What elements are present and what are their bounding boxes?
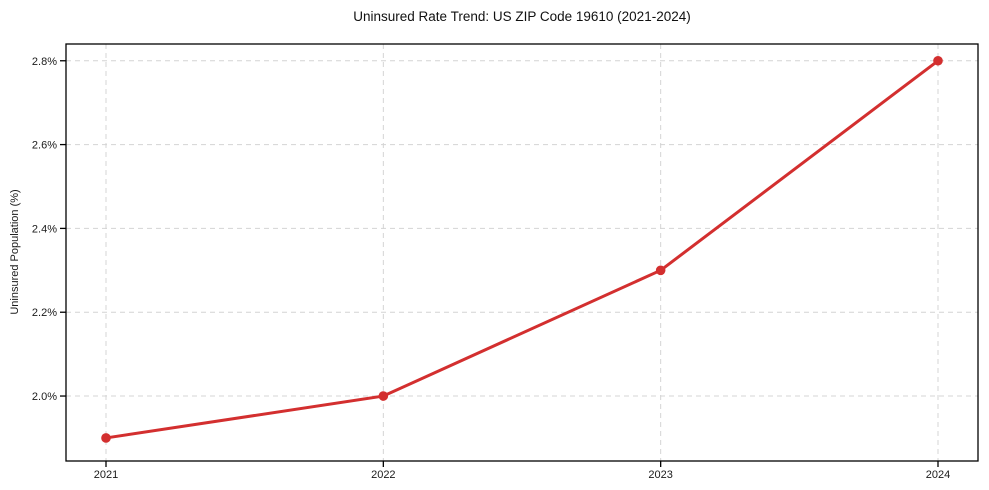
plot-border [65, 43, 979, 462]
x-tick-label: 2021 [94, 469, 118, 481]
y-axis-label: Uninsured Population (%) [9, 189, 21, 314]
chart-title: Uninsured Rate Trend: US ZIP Code 19610 … [353, 9, 690, 24]
x-tick-label: 2022 [371, 469, 395, 481]
y-tick-label: 2.4% [32, 223, 57, 235]
data-point [933, 55, 943, 66]
data-point [378, 391, 389, 401]
y-tick-label: 2.2% [32, 307, 57, 319]
plot-area: 2.0% 2.2% 2.4% 2.6% 2.8% 2021 2022 2023 2024 [32, 43, 979, 481]
y-tick-label: 2.8% [32, 56, 57, 68]
x-tick-label: 2023 [648, 469, 672, 481]
data-point [655, 265, 666, 276]
trend-line [104, 59, 940, 440]
x-tick-label: 2024 [926, 469, 950, 481]
y-tick-label: 2.0% [32, 391, 57, 403]
data-point [101, 433, 111, 443]
y-tick-label: 2.6% [32, 140, 57, 152]
